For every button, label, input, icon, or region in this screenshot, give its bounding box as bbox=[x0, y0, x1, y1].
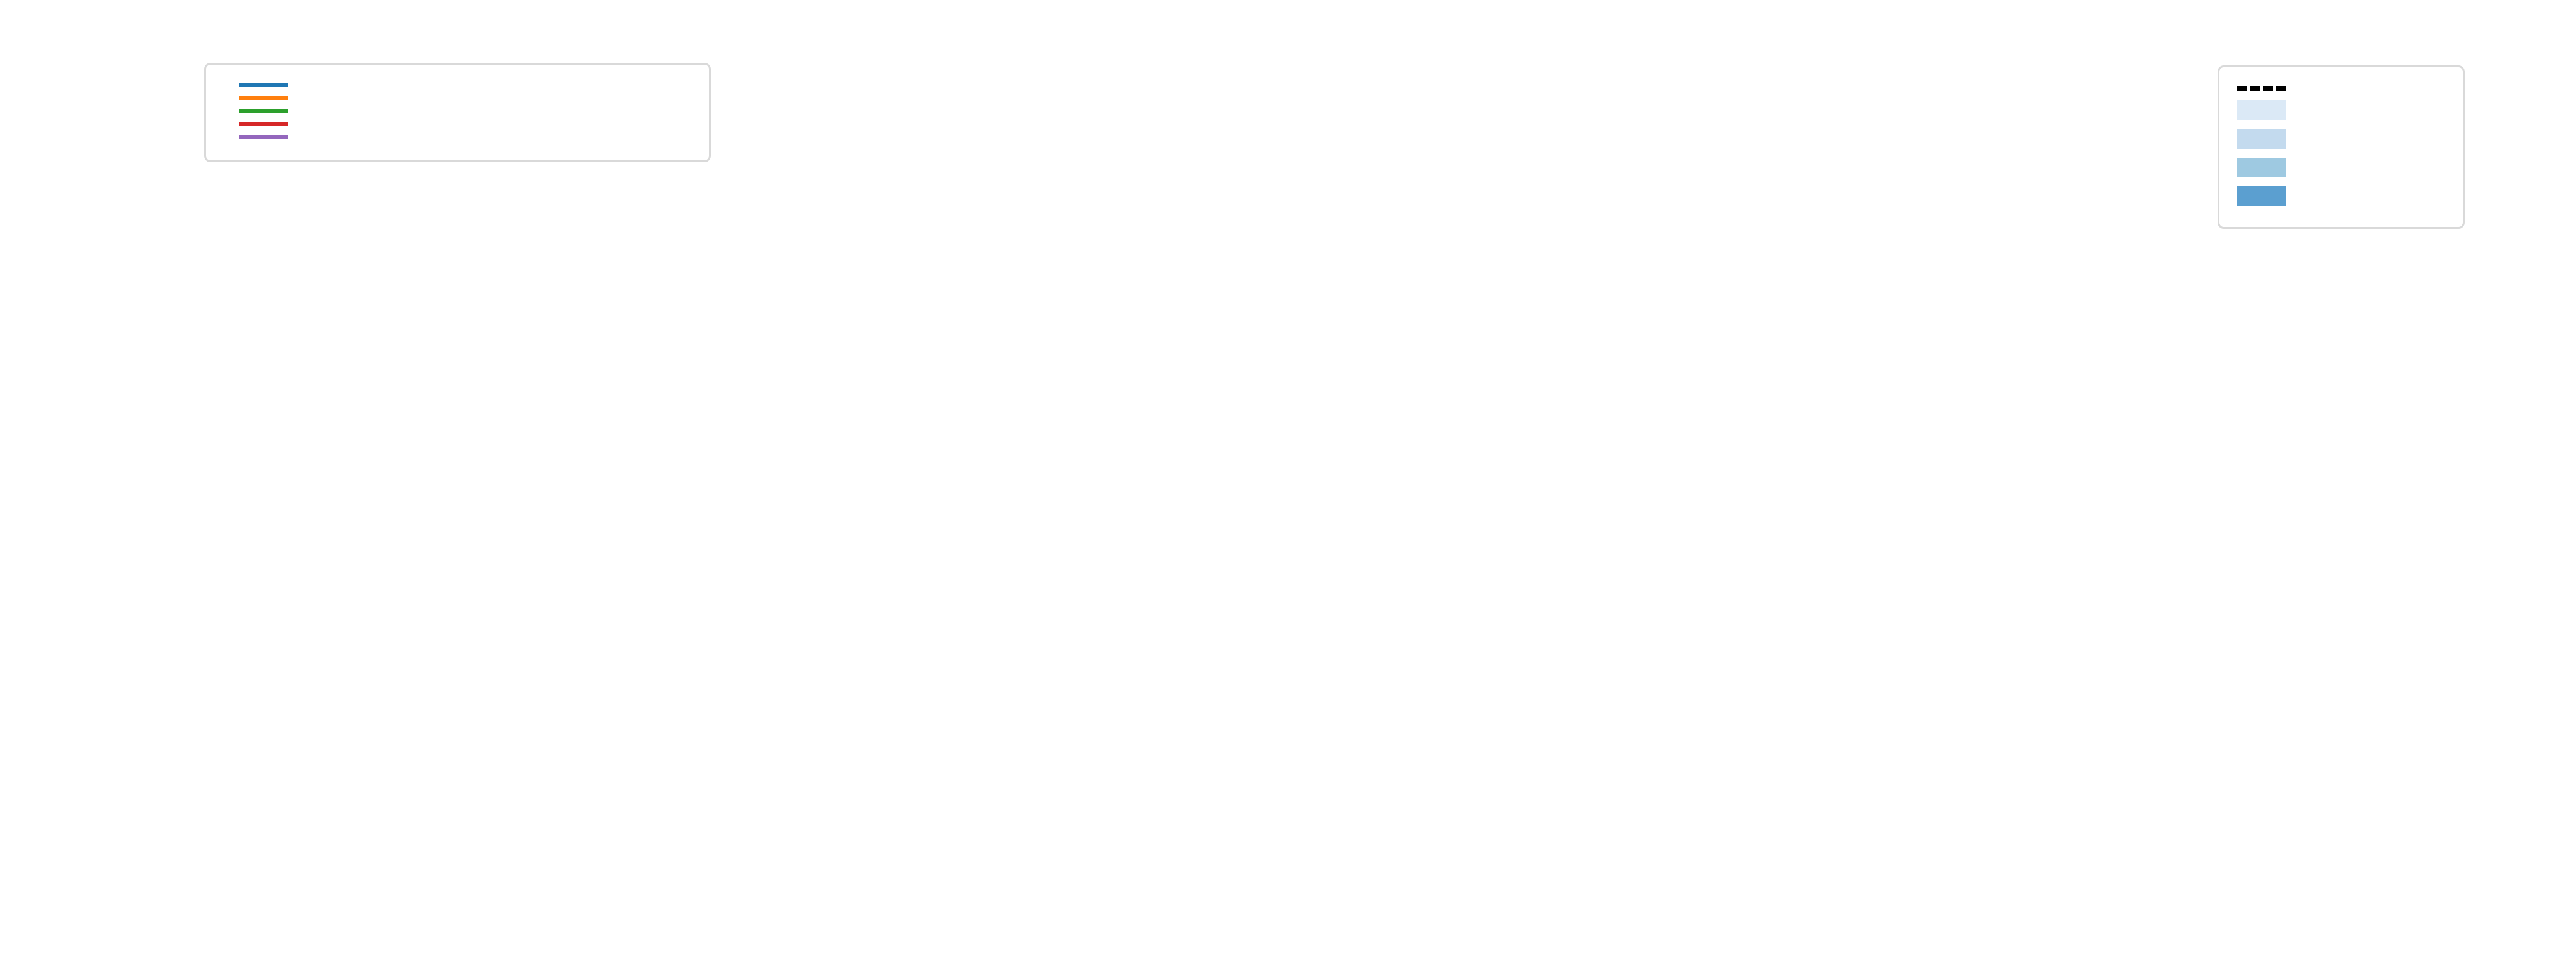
festkogel-line-swatch bbox=[239, 135, 288, 139]
band-05-swatch bbox=[2237, 129, 2286, 149]
legend-item-band-10 bbox=[2235, 186, 2445, 206]
legend-item-rosskar bbox=[222, 122, 691, 126]
soelden-line-swatch bbox=[239, 83, 288, 87]
legend-item-festkogel bbox=[222, 135, 691, 139]
band-01-swatch bbox=[2237, 100, 2286, 120]
legend-item-sonnbergalm bbox=[222, 96, 691, 100]
sonnbergalm-line-swatch bbox=[239, 96, 288, 100]
legend-snowline bbox=[204, 63, 711, 162]
legend-item-band-05 bbox=[2235, 129, 2445, 149]
legend-item-band-4 bbox=[2235, 158, 2445, 177]
legend-item-soelden bbox=[222, 83, 691, 87]
legend-precipitation bbox=[2218, 65, 2465, 229]
legend-item-obergurgl bbox=[2235, 86, 2445, 91]
band-10-swatch bbox=[2237, 186, 2286, 206]
rosskar-line-swatch bbox=[239, 122, 288, 126]
legend-item-zirmkogel bbox=[222, 109, 691, 113]
obergurgl-dash-swatch bbox=[2237, 86, 2286, 91]
legend-item-band-01 bbox=[2235, 100, 2445, 120]
zirmkogel-line-swatch bbox=[239, 109, 288, 113]
band-4-swatch bbox=[2237, 158, 2286, 177]
